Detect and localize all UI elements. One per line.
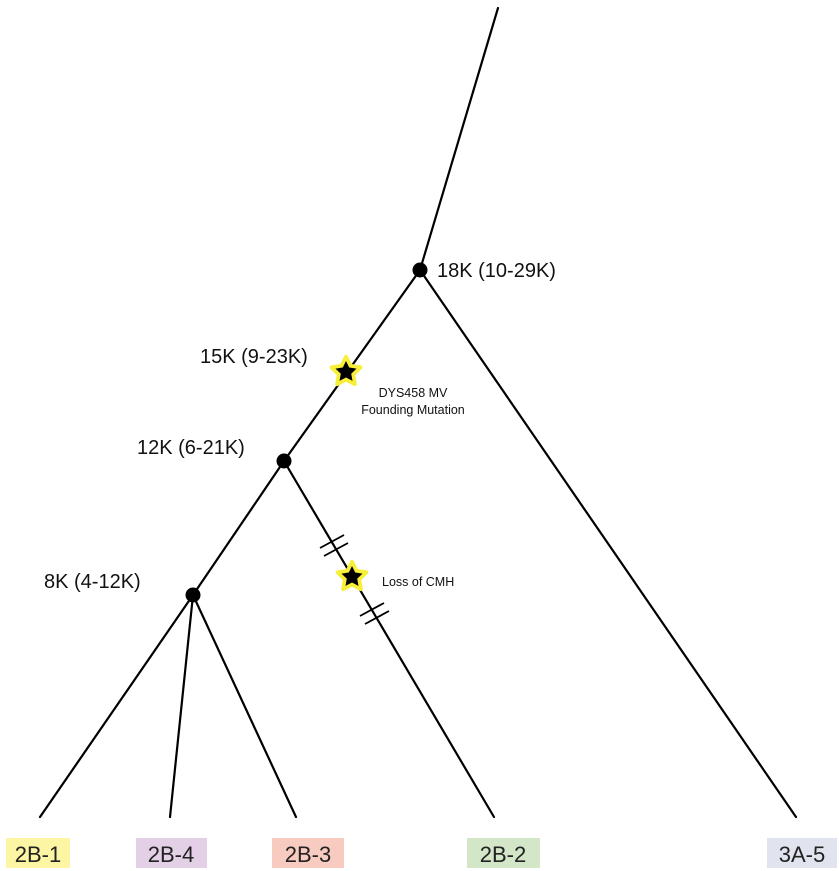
leaf-bg-2b1	[6, 838, 70, 868]
branch-to-2b3	[191, 593, 298, 819]
leaf-bg-2b2	[467, 838, 540, 868]
leaf-bg-2b3	[272, 838, 344, 868]
nodes	[185, 262, 428, 603]
branch-root-stem	[418, 6, 500, 272]
event-date-label-founding: 15K (9-23K)	[200, 346, 308, 368]
branch-to-2b2	[282, 459, 496, 819]
leaf-label-2b2: 2B-2	[480, 842, 526, 867]
event-label-cmh-loss: Loss of CMH	[382, 575, 454, 589]
node-label-clade-2b: 12K (6-21K)	[137, 437, 245, 459]
leaf-bg-2b4	[136, 838, 207, 868]
leaf-label-2b4: 2B-4	[148, 842, 194, 867]
hash-marks	[319, 534, 390, 625]
hash-mark	[319, 534, 345, 549]
node-dot-root-split	[412, 262, 428, 278]
branch-to-2b1	[38, 593, 195, 819]
event-label-founding-line-2: Founding Mutation	[361, 403, 465, 417]
node-label-root-split: 18K (10-29K)	[437, 260, 556, 282]
node-label-clade-2b-134: 8K (4-12K)	[44, 571, 141, 593]
node-dot-clade-2b	[276, 453, 292, 469]
branch-to-clade-2b-134	[191, 459, 286, 597]
event-label-founding-line-1: DYS458 MV	[379, 386, 448, 400]
hash-mark	[359, 602, 385, 617]
leaf-label-2b3: 2B-3	[285, 842, 331, 867]
star-icon-cmh-loss	[335, 560, 369, 592]
branch-to-3a5	[418, 268, 798, 819]
leaf-label-2b1: 2B-1	[15, 842, 61, 867]
hash-mark	[364, 610, 390, 625]
hash-mark	[323, 542, 349, 557]
branches	[38, 6, 798, 819]
node-dot-clade-2b-134	[185, 587, 201, 603]
leaf-label-3a5: 3A-5	[779, 842, 825, 867]
leaf-labels: 2B-1 2B-4 2B-3 2B-2 3A-5	[6, 838, 837, 868]
leaf-bg-3a5	[767, 838, 837, 868]
star-icon-founding	[329, 355, 363, 387]
branch-to-2b4	[168, 593, 195, 819]
